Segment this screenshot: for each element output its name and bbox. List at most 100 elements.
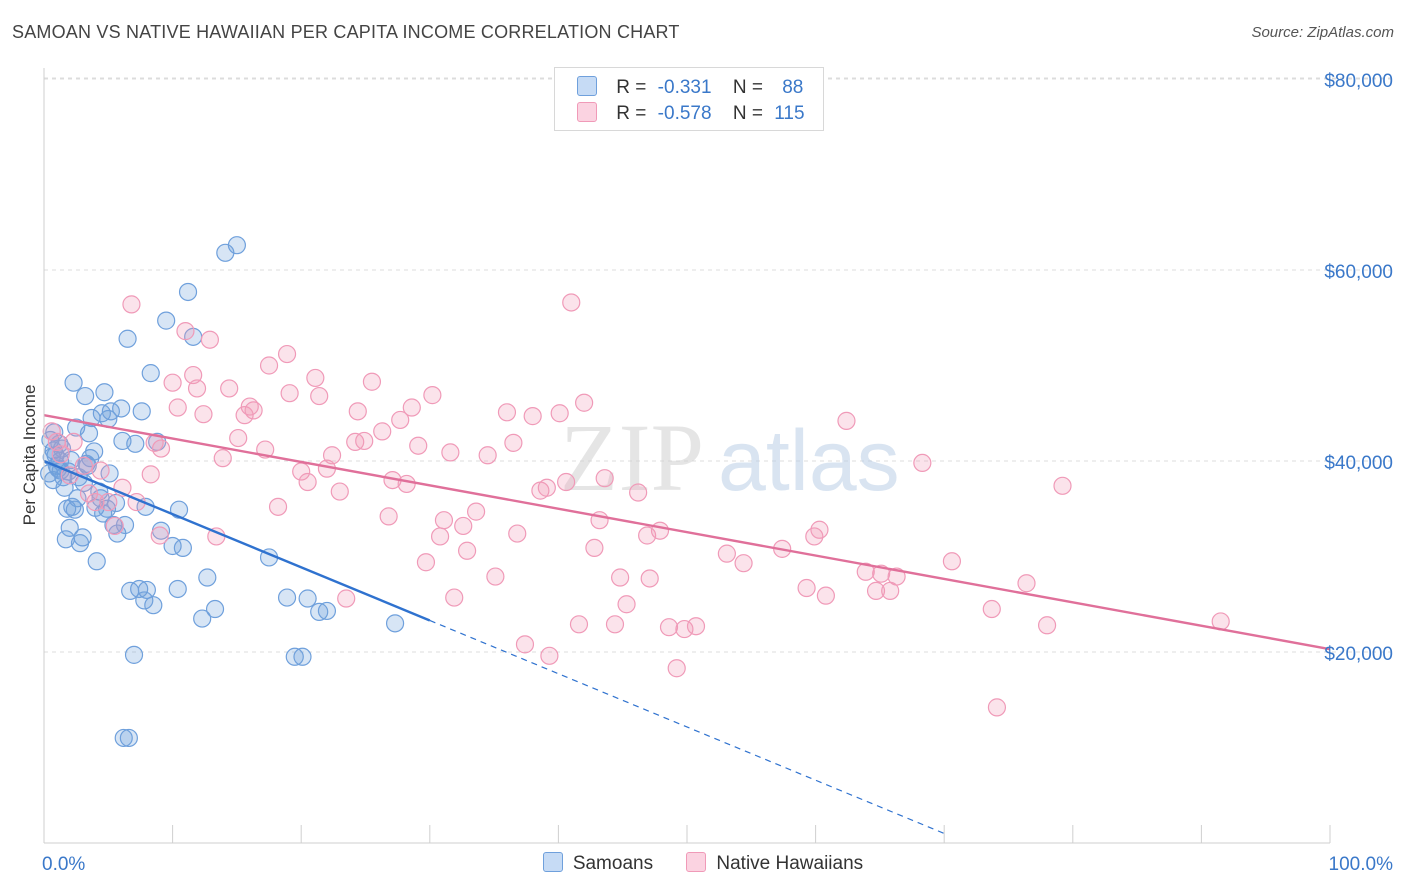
- samoan-point: [124, 645, 144, 664]
- hawaiian-point: [402, 398, 421, 417]
- hawaiian-point: [913, 453, 932, 473]
- hawaiian-point: [585, 538, 604, 558]
- legend-row-samoans: R = -0.331 N = 88: [577, 76, 803, 100]
- hawaiians-points: [42, 293, 1230, 717]
- hawaiian-point: [454, 516, 473, 536]
- hawaiian-point: [176, 322, 195, 341]
- samoan-point: [101, 402, 120, 421]
- watermark-atlas: atlas: [718, 413, 900, 509]
- hawaiian-point: [457, 541, 477, 560]
- hawaiian-point: [200, 330, 219, 349]
- hawaiian-point: [213, 449, 232, 468]
- legend-row-hawaiians: R = -0.578 N = 115: [577, 102, 805, 126]
- hawaiian-point: [667, 659, 686, 678]
- hawaiian-point: [105, 516, 124, 536]
- trend-lines: [43, 413, 1331, 835]
- samoan-point: [40, 464, 59, 483]
- samoan-point: [119, 728, 138, 748]
- hawaiian-point: [194, 405, 213, 424]
- hawaiian-point: [504, 433, 523, 452]
- samoan-point: [144, 596, 163, 615]
- hawaiian-point: [508, 524, 527, 543]
- samoan-point: [317, 601, 337, 621]
- hawaiian-point: [550, 404, 569, 423]
- hawaiian-point: [445, 588, 464, 607]
- hawaiian-point: [1053, 476, 1072, 495]
- samoan-point: [168, 579, 187, 599]
- hawaiian-point: [1037, 616, 1057, 635]
- stats-legend: R = -0.331 N = 88 R = -0.578 N = 115: [554, 67, 824, 131]
- hawaiian-point: [887, 567, 906, 586]
- samoans-legend-swatch: [542, 852, 563, 872]
- hawaiian-point: [537, 478, 556, 497]
- samoans-swatch: [577, 76, 597, 96]
- hawaiian-point: [151, 439, 171, 458]
- r-label: R =: [616, 103, 647, 124]
- samoan-point: [63, 497, 82, 516]
- samoan-point: [130, 579, 149, 599]
- r-value: -0.578: [657, 103, 712, 124]
- hawaiian-point: [163, 373, 182, 392]
- hawaiian-point: [310, 386, 329, 406]
- samoan-point: [68, 489, 87, 508]
- hawaiian-point: [734, 554, 753, 573]
- y-tick-label: $80,000: [1324, 71, 1393, 92]
- hawaiian-point: [717, 544, 736, 563]
- samoan-point: [76, 386, 95, 406]
- hawaiian-point: [569, 615, 589, 634]
- hawaiian-point: [306, 368, 325, 388]
- hawaiian-point: [391, 410, 410, 430]
- x-tick-label-min: 0.0%: [42, 854, 85, 875]
- samoan-point: [79, 424, 99, 443]
- y-axis-label: Per Capita Income: [20, 385, 39, 526]
- samoan-point: [178, 282, 198, 302]
- hawaiian-point: [86, 492, 105, 512]
- hawaiian-point: [348, 402, 367, 421]
- n-label: N =: [732, 77, 763, 98]
- hawaiian-point: [379, 507, 398, 526]
- samoan-point: [193, 609, 212, 628]
- hawaiian-point: [575, 393, 594, 412]
- hawaiians-swatch: [577, 102, 597, 122]
- hawaiian-point: [816, 586, 835, 605]
- samoan-point: [95, 383, 114, 402]
- hawaiian-point: [797, 578, 816, 598]
- samoan-point: [64, 373, 83, 392]
- hawaiian-point: [355, 431, 374, 451]
- samoan-point: [205, 599, 225, 619]
- samoan-point: [173, 538, 192, 558]
- hawaiian-point: [280, 384, 299, 403]
- hawaiian-point: [434, 511, 454, 530]
- hawaiian-point: [810, 520, 829, 539]
- hawaiian-point: [866, 581, 886, 600]
- hawaiian-point: [982, 599, 1001, 619]
- hawaiian-point: [373, 422, 392, 441]
- axes: $20,000 $40,000 $60,000 $80,000 0.0% 100.0%: [42, 68, 1393, 875]
- hawaiian-point: [686, 617, 706, 636]
- samoan-point: [126, 434, 145, 453]
- hawaiian-point: [595, 469, 614, 488]
- hawaiian-point: [122, 295, 141, 314]
- r-label: R =: [616, 77, 647, 98]
- hawaiian-point: [229, 428, 248, 448]
- samoans-trend-line: [43, 459, 431, 622]
- hawaiian-point: [74, 456, 93, 475]
- hawaiian-point: [617, 595, 636, 614]
- samoan-point: [60, 518, 79, 537]
- hawaiian-point: [515, 635, 535, 654]
- samoan-point: [157, 311, 176, 330]
- hawaiian-point: [466, 502, 486, 521]
- hawaiian-point: [423, 386, 442, 405]
- hawaiian-point: [486, 567, 505, 586]
- hawaiians-legend-swatch: [686, 852, 707, 872]
- samoan-point: [385, 614, 405, 633]
- hawaiian-point: [322, 446, 342, 465]
- hawaiian-point: [837, 411, 856, 430]
- hawaiian-point: [523, 407, 542, 426]
- samoan-point: [81, 449, 100, 468]
- hawaiian-point: [277, 344, 297, 364]
- hawaiian-point: [605, 615, 625, 634]
- n-label: N =: [732, 103, 763, 124]
- samoan-point: [87, 552, 106, 571]
- hawaiian-point: [51, 445, 70, 464]
